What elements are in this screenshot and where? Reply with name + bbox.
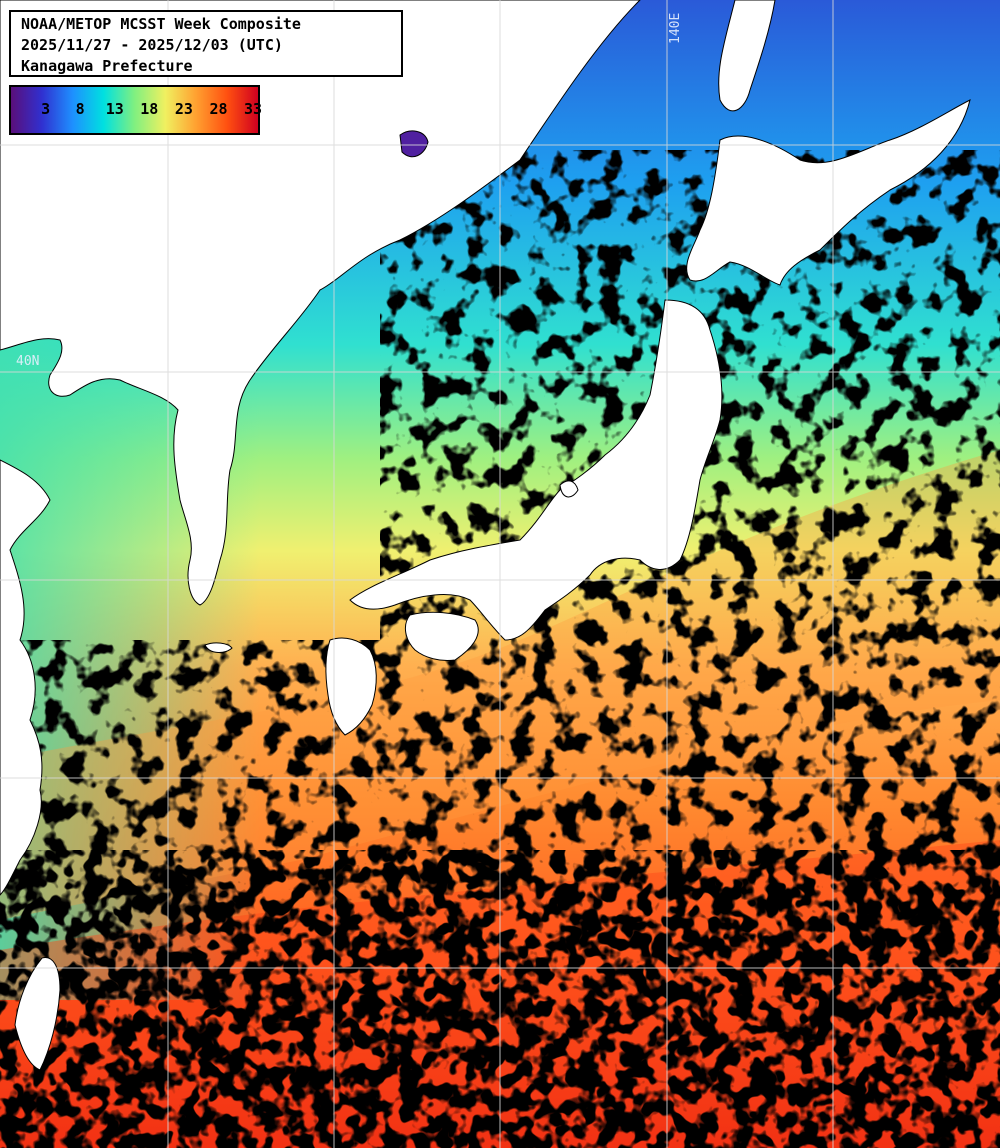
title-line-3: Kanagawa Prefecture	[21, 57, 193, 75]
jeju-island	[204, 642, 233, 653]
title-line-1: NOAA/METOP MCSST Week Composite	[21, 15, 301, 33]
small-island-north	[399, 130, 429, 158]
colorbar-tick-8: 8	[75, 100, 85, 118]
noto-peninsula	[559, 480, 579, 498]
colorbar-tick-18: 18	[140, 100, 159, 118]
kyushu	[325, 637, 377, 736]
land	[0, 0, 971, 1071]
colorbar-ticks: 3 8 13 18 23 28 33	[11, 100, 262, 122]
colorbar-tick-33: 33	[244, 100, 263, 118]
hokkaido	[686, 99, 971, 286]
lat-label-40n: 40N	[16, 354, 40, 369]
taiwan	[14, 956, 61, 1071]
sakhalin	[718, 0, 776, 112]
colorbar-legend: 3 8 13 18 23 28 33	[9, 85, 262, 135]
colorbar-tick-28: 28	[209, 100, 228, 118]
colorbar-tick-3: 3	[41, 100, 51, 118]
lon-label-140e: 140E	[668, 12, 683, 44]
colorbar-tick-13: 13	[105, 100, 124, 118]
asian-mainland	[0, 0, 641, 606]
shikoku	[404, 611, 479, 661]
china-coast	[0, 459, 51, 896]
colorbar-tick-23: 23	[174, 100, 193, 118]
title-line-2: 2025/11/27 - 2025/12/03 (UTC)	[21, 36, 283, 54]
title-box: NOAA/METOP MCSST Week Composite 2025/11/…	[9, 10, 403, 77]
